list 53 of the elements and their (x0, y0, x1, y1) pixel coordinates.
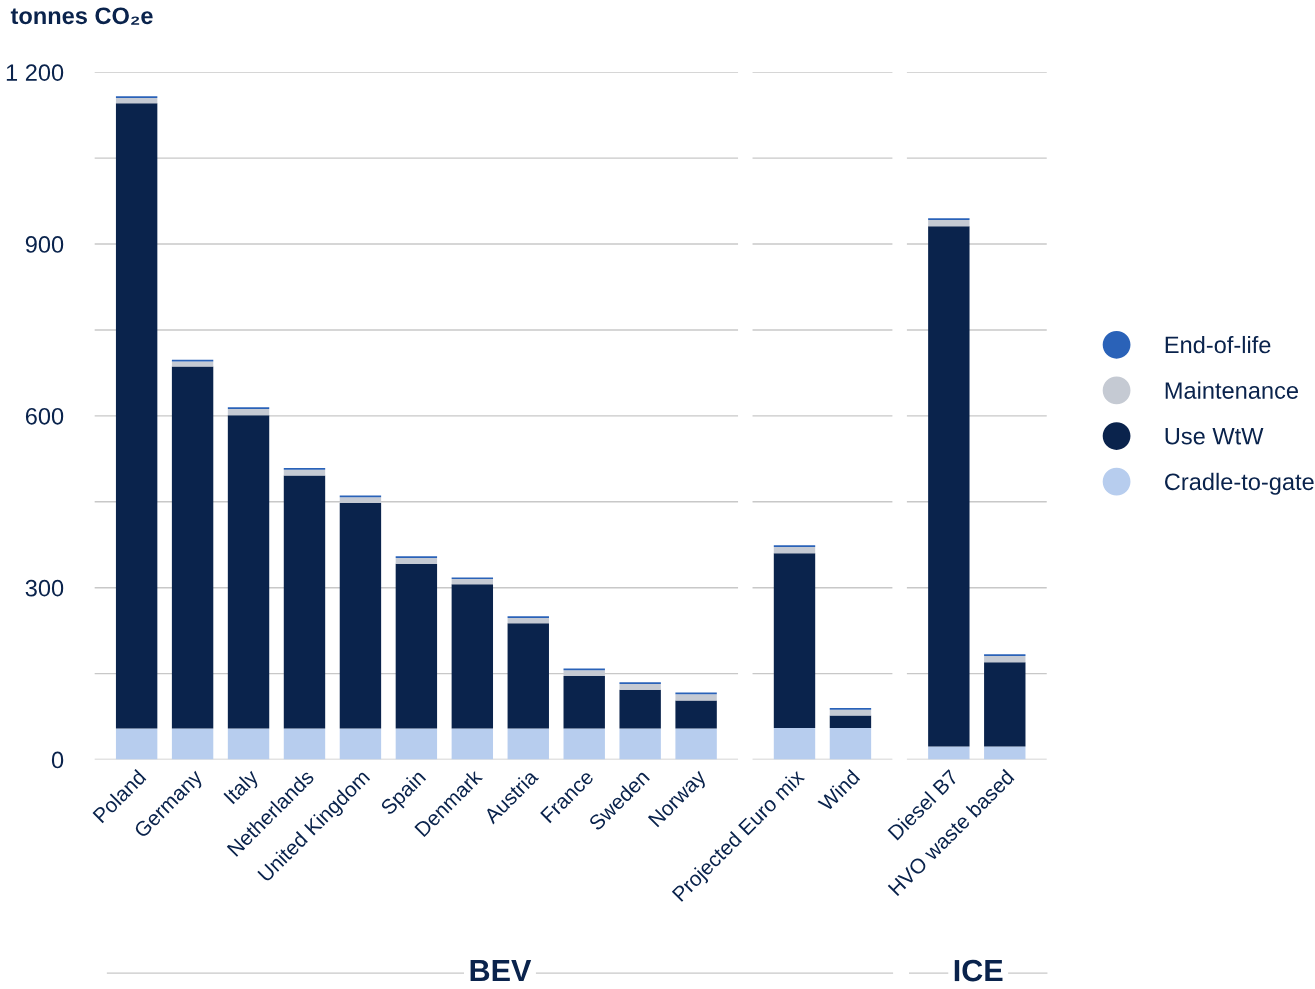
bar (773, 728, 816, 760)
bar (928, 219, 970, 227)
bar (507, 623, 549, 729)
bar (227, 409, 270, 416)
bar (451, 584, 494, 729)
x-axis-title: BEV (470, 960, 532, 982)
bar (339, 502, 382, 729)
bar (395, 557, 438, 564)
bar (984, 655, 1026, 663)
bar (395, 563, 438, 729)
bar (227, 728, 270, 760)
bar (563, 675, 605, 729)
y-axis-title: tonnes CO₂e (10, 7, 153, 25)
bar (675, 694, 717, 701)
y-tick-label: 300 (25, 579, 64, 597)
bar (928, 746, 970, 760)
x-axis-title: ICE (954, 959, 1003, 982)
bar (507, 618, 549, 624)
bar (619, 728, 661, 760)
y-tick-label: 1 200 (6, 64, 64, 81)
bar (283, 728, 326, 760)
legend-label: Use WtW (1165, 428, 1264, 445)
bar (829, 715, 872, 729)
bar (171, 366, 214, 729)
bar (563, 728, 605, 760)
bar (675, 700, 717, 729)
bar (171, 361, 214, 367)
bar (773, 553, 816, 729)
y-tick-label: 900 (25, 236, 64, 253)
bar (115, 103, 158, 729)
bar (171, 728, 214, 760)
bar (227, 415, 270, 729)
bar (984, 662, 1026, 747)
bar (773, 547, 816, 554)
bar (928, 226, 970, 747)
legend-label: End-of-life (1165, 335, 1271, 354)
bar (339, 728, 382, 760)
legend-label: Maintenance (1165, 381, 1298, 399)
legend-label: Cradle-to-gate (1165, 472, 1314, 495)
bar (507, 728, 549, 760)
bar (619, 689, 661, 729)
bar (451, 728, 494, 760)
y-tick-label: 600 (25, 407, 64, 425)
bar (395, 728, 438, 760)
bar (984, 746, 1026, 760)
bar (115, 97, 158, 104)
bar (619, 683, 661, 690)
bar (115, 728, 158, 760)
bar (283, 475, 326, 729)
bar (451, 579, 494, 585)
bar (675, 728, 717, 760)
y-tick-label: 0 (51, 751, 64, 769)
bar (829, 728, 872, 760)
